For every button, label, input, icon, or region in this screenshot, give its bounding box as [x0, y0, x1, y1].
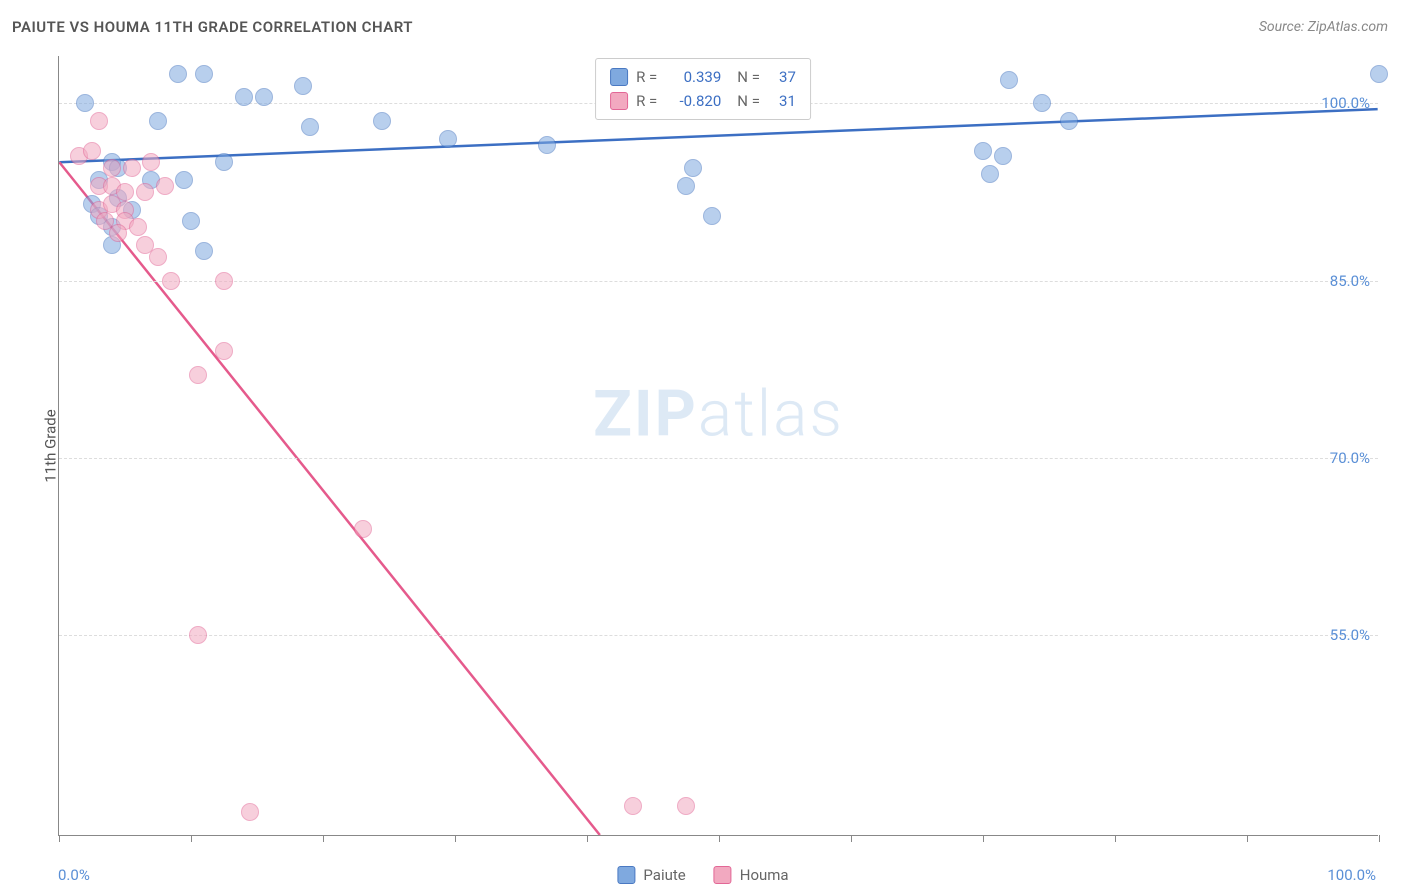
- data-point: [684, 159, 702, 177]
- legend-swatch-houma: [610, 92, 628, 110]
- x-tick: [983, 835, 984, 842]
- data-point: [123, 159, 141, 177]
- r-label: R =: [636, 65, 657, 89]
- r-label: R =: [636, 89, 657, 113]
- n-label: N =: [737, 89, 760, 113]
- x-tick: [1379, 835, 1380, 842]
- legend-swatch-houma: [714, 866, 732, 884]
- data-point: [195, 242, 213, 260]
- data-point: [677, 797, 695, 815]
- watermark-bold: ZIP: [593, 377, 698, 452]
- n-value-houma: 31: [768, 89, 796, 113]
- data-point: [703, 207, 721, 225]
- data-point: [974, 142, 992, 160]
- data-point: [1000, 71, 1018, 89]
- trend-line: [59, 162, 600, 835]
- legend-label-houma: Houma: [740, 866, 789, 884]
- chart-title: PAIUTE VS HOUMA 11TH GRADE CORRELATION C…: [12, 18, 413, 36]
- data-point: [215, 272, 233, 290]
- data-point: [195, 65, 213, 83]
- r-value-paiute: 0.339: [665, 65, 721, 89]
- gridline: [59, 281, 1378, 282]
- data-point: [90, 112, 108, 130]
- data-point: [1060, 112, 1078, 130]
- plot-area: ZIPatlas 55.0% 70.0% 85.0% 100.0%: [58, 56, 1378, 836]
- x-tick: [719, 835, 720, 842]
- n-value-paiute: 37: [768, 65, 796, 89]
- data-point: [301, 118, 319, 136]
- gridline: [59, 458, 1378, 459]
- data-point: [215, 153, 233, 171]
- x-tick: [1115, 835, 1116, 842]
- data-point: [354, 520, 372, 538]
- r-value-houma: -0.820: [665, 89, 721, 113]
- y-tick-label: 55.0%: [1330, 626, 1370, 644]
- x-tick: [587, 835, 588, 842]
- x-tick: [455, 835, 456, 842]
- n-label: N =: [737, 65, 760, 89]
- title-row: PAIUTE VS HOUMA 11TH GRADE CORRELATION C…: [12, 18, 1388, 36]
- data-point: [1370, 65, 1388, 83]
- legend-bottom: Paiute Houma: [609, 864, 796, 886]
- x-tick: [851, 835, 852, 842]
- data-point: [83, 142, 101, 160]
- x-tick: [191, 835, 192, 842]
- x-axis-max-label: 100.0%: [1327, 866, 1376, 884]
- source-label: Source: ZipAtlas.com: [1259, 19, 1388, 35]
- data-point: [162, 272, 180, 290]
- data-point: [215, 342, 233, 360]
- data-point: [373, 112, 391, 130]
- data-point: [189, 626, 207, 644]
- data-point: [103, 159, 121, 177]
- legend-item-paiute: Paiute: [617, 866, 685, 884]
- gridline: [59, 635, 1378, 636]
- data-point: [1033, 94, 1051, 112]
- y-tick-label: 100.0%: [1321, 94, 1370, 112]
- chart-container: PAIUTE VS HOUMA 11TH GRADE CORRELATION C…: [0, 0, 1406, 892]
- legend-swatch-paiute: [617, 866, 635, 884]
- data-point: [109, 224, 127, 242]
- data-point: [175, 171, 193, 189]
- data-point: [994, 147, 1012, 165]
- data-point: [189, 366, 207, 384]
- x-tick: [323, 835, 324, 842]
- data-point: [149, 112, 167, 130]
- x-tick: [59, 835, 60, 842]
- data-point: [169, 65, 187, 83]
- legend-top-row-1: R = 0.339 N = 37: [610, 65, 796, 89]
- data-point: [156, 177, 174, 195]
- legend-label-paiute: Paiute: [643, 866, 685, 884]
- data-point: [129, 218, 147, 236]
- data-point: [182, 212, 200, 230]
- data-point: [149, 248, 167, 266]
- data-point: [538, 136, 556, 154]
- data-point: [439, 130, 457, 148]
- y-axis-label: 11th Grade: [42, 409, 60, 482]
- y-tick-label: 70.0%: [1330, 449, 1370, 467]
- legend-swatch-paiute: [610, 68, 628, 86]
- y-tick-label: 85.0%: [1330, 272, 1370, 290]
- data-point: [624, 797, 642, 815]
- watermark-light: atlas: [698, 377, 844, 452]
- data-point: [76, 94, 94, 112]
- legend-top-row-2: R = -0.820 N = 31: [610, 89, 796, 113]
- data-point: [981, 165, 999, 183]
- data-point: [294, 77, 312, 95]
- data-point: [235, 88, 253, 106]
- x-tick: [1247, 835, 1248, 842]
- trend-lines: [59, 56, 1378, 835]
- data-point: [241, 803, 259, 821]
- watermark: ZIPatlas: [593, 377, 844, 452]
- data-point: [677, 177, 695, 195]
- legend-top: R = 0.339 N = 37 R = -0.820 N = 31: [595, 58, 811, 120]
- data-point: [255, 88, 273, 106]
- data-point: [142, 153, 160, 171]
- data-point: [136, 183, 154, 201]
- legend-item-houma: Houma: [714, 866, 789, 884]
- x-axis-min-label: 0.0%: [58, 866, 90, 884]
